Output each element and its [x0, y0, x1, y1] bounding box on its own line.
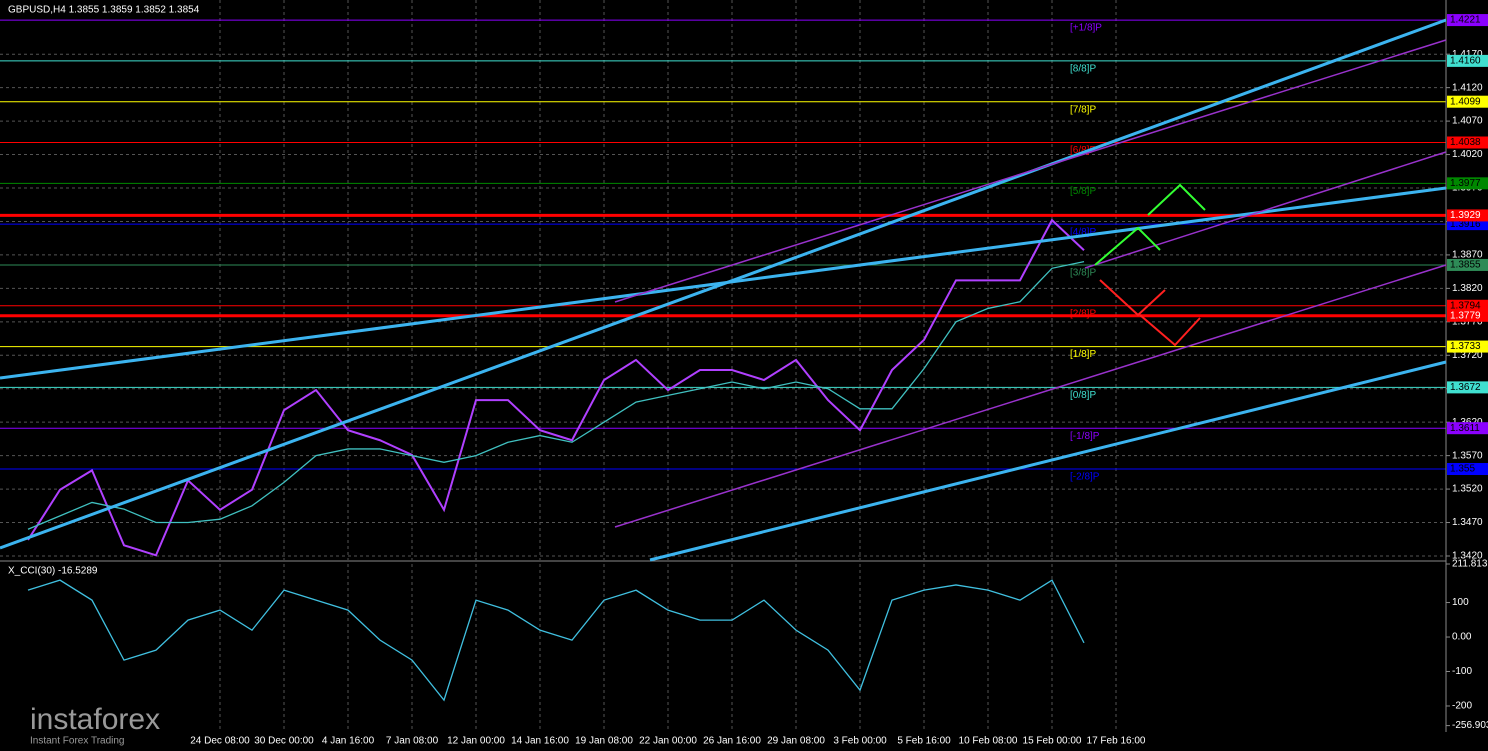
level-price-box [1447, 177, 1488, 190]
y-tick-label: -200 [1452, 701, 1472, 712]
level-price-box [1447, 422, 1488, 435]
x-tick-label: 10 Feb 08:00 [959, 736, 1018, 747]
level-price-box [1447, 54, 1488, 67]
x-tick-label: 30 Dec 00:00 [254, 736, 314, 747]
y-tick-label: 1.3770 [1452, 316, 1483, 327]
arrow [1099, 279, 1166, 317]
level-price-box [1447, 381, 1488, 394]
y-tick-label: 1.3470 [1452, 517, 1483, 528]
level-price-label: 1.3733 [1450, 341, 1481, 352]
series-line [27, 218, 1085, 557]
level-price-label: 1.4221 [1450, 15, 1481, 26]
level-price-box [1447, 14, 1488, 27]
x-tick-label: 22 Jan 00:00 [639, 736, 697, 747]
regression-line [1084, 151, 1447, 269]
watermark-tagline: Instant Forex Trading [30, 736, 125, 747]
level-price-label: 1.355 [1450, 464, 1475, 475]
x-tick-label: 17 Feb 16:00 [1087, 736, 1146, 747]
x-tick-label: 5 Feb 16:00 [897, 736, 951, 747]
arrow [1094, 226, 1161, 266]
arrow [1147, 183, 1206, 216]
level-price-box [1447, 309, 1488, 322]
y-tick-label: 1.3720 [1452, 350, 1483, 361]
y-tick-label: 100 [1452, 597, 1469, 608]
y-tick-label: 1.3570 [1452, 450, 1483, 461]
murray-label: [-1/8]P [1070, 431, 1100, 442]
level-price-box [1447, 340, 1488, 353]
level-price-label: 1.3855 [1450, 260, 1481, 271]
channel-line [649, 360, 1447, 562]
level-price-label: 1.3779 [1450, 310, 1481, 321]
level-price-label: 1.4099 [1450, 96, 1481, 107]
series-line [27, 260, 1085, 530]
x-tick-label: 4 Jan 16:00 [322, 736, 375, 747]
level-price-label: 1.3672 [1450, 382, 1481, 393]
y-tick-label: 1.4070 [1452, 116, 1483, 127]
level-price-label: 1.3977 [1450, 178, 1481, 189]
channel-line [0, 18, 1447, 550]
murray-label: [-2/8]P [1070, 472, 1100, 483]
level-price-box [1447, 299, 1488, 312]
murray-label: [6/8]P [1070, 145, 1096, 156]
level-price-box [1447, 463, 1488, 476]
y-tick-label: -256.903 [1452, 720, 1488, 731]
y-tick-label: 1.3420 [1452, 551, 1483, 562]
level-price-label: 1.3929 [1450, 210, 1481, 221]
x-tick-label: 7 Jan 08:00 [386, 736, 439, 747]
y-tick-label: 0.00 [1452, 632, 1472, 643]
level-price-box [1447, 95, 1488, 108]
y-tick-label: 1.4120 [1452, 82, 1483, 93]
x-tick-label: 15 Feb 00:00 [1023, 736, 1082, 747]
x-tick-label: 26 Jan 16:00 [703, 736, 761, 747]
x-tick-label: 29 Jan 08:00 [767, 736, 825, 747]
regression-lines [614, 39, 1447, 528]
forecast-arrows [1094, 183, 1206, 347]
y-tick-label: 1.4170 [1452, 49, 1483, 60]
indicator-title: X_CCI(30) -16.5289 [8, 566, 98, 577]
level-price-label: 1.3611 [1450, 423, 1480, 434]
regression-line [614, 39, 1447, 303]
level-price-box [1447, 136, 1488, 149]
murray-label: [2/8]P [1070, 308, 1096, 319]
murray-label: [3/8]P [1070, 268, 1096, 279]
chart-title: GBPUSD,H4 1.3855 1.3859 1.3852 1.3854 [8, 5, 200, 16]
regression-line [614, 264, 1447, 528]
level-price-box [1447, 209, 1488, 222]
murray-label: [5/8]P [1070, 186, 1096, 197]
y-tick-label: -100 [1452, 666, 1472, 677]
level-price-label: 1.4038 [1450, 137, 1481, 148]
watermark-brand: instaforex [30, 703, 160, 736]
series-line [27, 579, 1085, 702]
level-price-box [1447, 258, 1488, 271]
x-tick-label: 3 Feb 00:00 [833, 736, 887, 747]
x-tick-label: 24 Dec 08:00 [190, 736, 250, 747]
murray-label: [8/8]P [1070, 64, 1096, 75]
x-tick-label: 12 Jan 00:00 [447, 736, 505, 747]
y-tick-label: 1.4020 [1452, 149, 1483, 160]
murray-label: [+1/8]P [1070, 23, 1102, 34]
x-tick-label: 19 Jan 08:00 [575, 736, 633, 747]
x-tick-label: 14 Jan 16:00 [511, 736, 569, 747]
channels [0, 18, 1447, 562]
murray-label: [7/8]P [1070, 104, 1096, 115]
y-tick-label: 1.3520 [1452, 484, 1483, 495]
y-tick-label: 1.3870 [1452, 250, 1483, 261]
murray-label: [4/8]P [1070, 227, 1096, 238]
y-tick-label: 1.3820 [1452, 283, 1483, 294]
arrow [1139, 314, 1201, 347]
level-price-label: 1.4160 [1450, 56, 1481, 67]
murray-label: [0/8]P [1070, 390, 1096, 401]
murray-label: [1/8]P [1070, 349, 1096, 360]
level-price-label: 1.3916 [1450, 219, 1481, 230]
level-price-label: 1.3794 [1450, 300, 1481, 311]
